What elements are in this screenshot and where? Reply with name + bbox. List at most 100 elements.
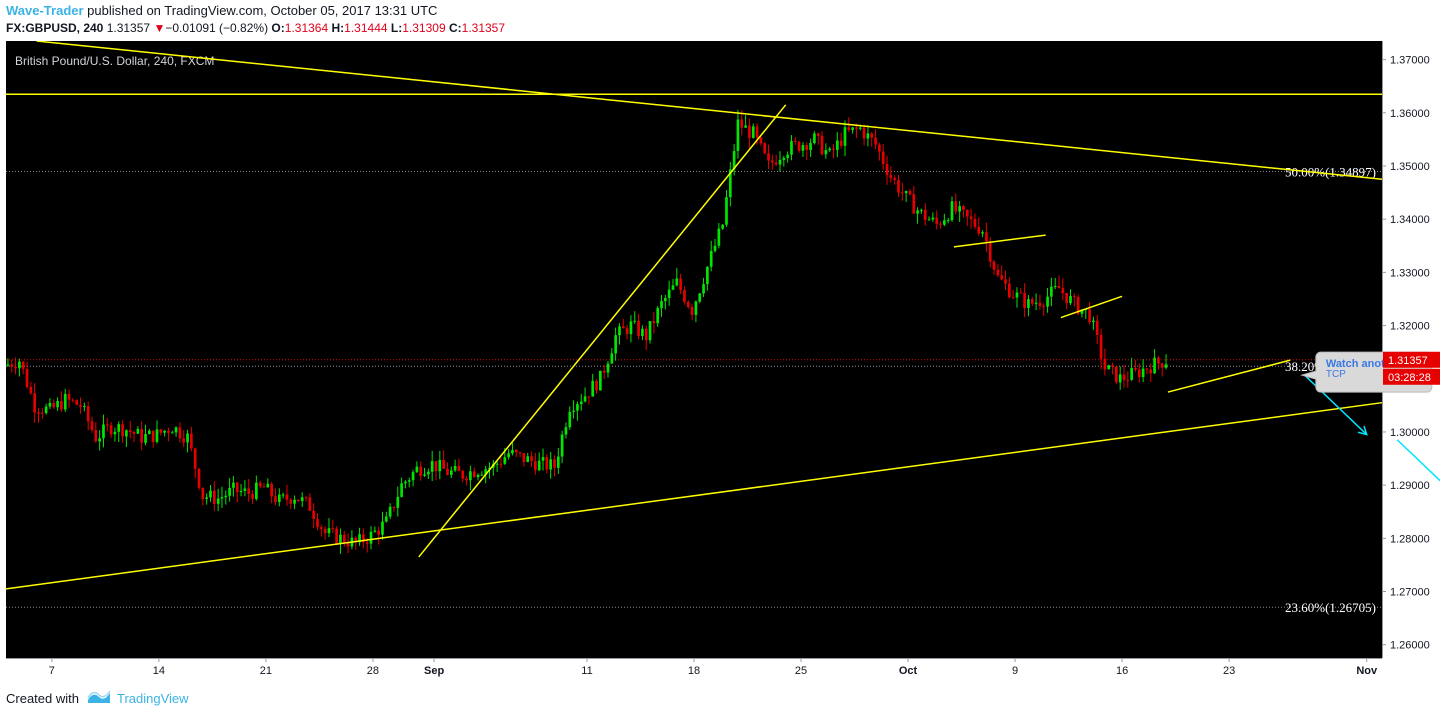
candle-up [843,127,847,146]
created-with-text: Created with [6,690,79,706]
candle-up [144,434,147,443]
open-value: 1.31364 [284,21,329,35]
candle-down [21,361,25,369]
author-link[interactable]: Wave-Trader [6,3,84,18]
candle-up [706,266,709,285]
candle-down [885,163,889,176]
high-value: 1.31444 [344,21,388,35]
price-chart[interactable]: 1.37000 1.36000 1.35000 1.34000 1.33000 1.320… [6,41,1440,683]
candle-up [300,497,304,502]
candle-down [212,490,216,504]
candle-up [281,494,285,496]
candle-up [721,224,725,229]
candle-down [625,328,629,335]
candle-down [985,232,988,242]
candle-down [602,370,606,373]
candle-up [232,482,235,488]
candle-down [193,448,197,469]
candle-up [1080,309,1084,314]
candle-down [14,366,17,369]
callout-text-line2: TCP [1326,369,1346,380]
candle-up [606,363,610,373]
close-label: C: [448,21,462,35]
candle-up [476,474,480,478]
candle-down [159,429,163,433]
candle-down [534,461,537,471]
candle-up [717,228,721,246]
candle-down [167,430,170,433]
candle-down [377,530,381,535]
candle-up [404,481,407,484]
candle-up [511,450,514,454]
x-tick-label: Nov [1356,665,1378,677]
last-price-tag-label: 1.31357 [1388,355,1428,367]
candle-down [1111,365,1114,367]
candle-down [690,307,694,315]
candle-down [969,216,973,219]
candle-down [365,542,369,544]
candle-down [595,380,598,391]
y-tick-label: 1.30000 [1390,427,1430,439]
candle-down [1007,283,1011,298]
candle-up [369,531,373,544]
candle-down [1023,292,1026,308]
candle-up [1015,292,1019,298]
candle-up [660,301,663,309]
candle-down [40,412,44,414]
candle-down [1103,358,1107,370]
candle-up [293,499,296,504]
candle-up [384,516,388,522]
candle-up [469,471,472,481]
candle-up [1034,302,1038,304]
candle-up [430,461,434,472]
y-tick-label: 1.26000 [1390,640,1430,652]
candle-up [866,133,870,139]
x-tick-label: 18 [688,665,700,677]
close-value: 1.31357 [461,21,506,35]
candle-up [556,456,560,468]
candle-down [965,209,969,217]
candle-down [977,226,981,234]
candle-up [931,217,935,220]
chart-area[interactable]: 1.37000 1.36000 1.35000 1.34000 1.33000 1.320… [6,41,1440,683]
candle-up [488,467,491,470]
candle-down [1019,292,1023,294]
candle-down [935,217,939,224]
candle-up [920,209,923,211]
footer: Created with TradingView [6,689,189,707]
candle-up [809,143,812,150]
candle-up [438,459,442,472]
candle-down [362,534,365,543]
candle-down [121,424,124,437]
y-tick-label: 1.29000 [1390,480,1430,492]
tradingview-logo-icon[interactable] [87,690,111,707]
candle-up [526,456,530,462]
candle-down [1149,369,1153,374]
candle-down [247,488,251,495]
candle-up [778,159,782,165]
candle-up [702,284,705,294]
candle-up [1141,368,1145,378]
candle-down [1088,309,1091,323]
candle-down [132,431,136,434]
x-tick-label: 28 [367,665,379,677]
candle-up [736,119,740,152]
candle-down [1057,286,1061,289]
candle-up [1118,374,1122,383]
candle-down [740,119,744,128]
tradingview-brand-link[interactable]: TradingView [116,690,189,706]
open-label: O: [271,21,285,35]
candle-up [358,534,361,543]
candle-up [790,140,793,155]
low-label: L: [390,21,403,35]
candle-up [851,127,854,130]
candle-up [1050,286,1053,297]
candle-down [94,430,98,442]
candle-down [29,386,33,394]
candle-up [63,393,67,410]
candle-down [870,133,874,138]
trendline [1060,295,1123,319]
x-tick-label: 25 [795,665,807,677]
candle-down [37,412,40,414]
candle-up [564,427,568,435]
